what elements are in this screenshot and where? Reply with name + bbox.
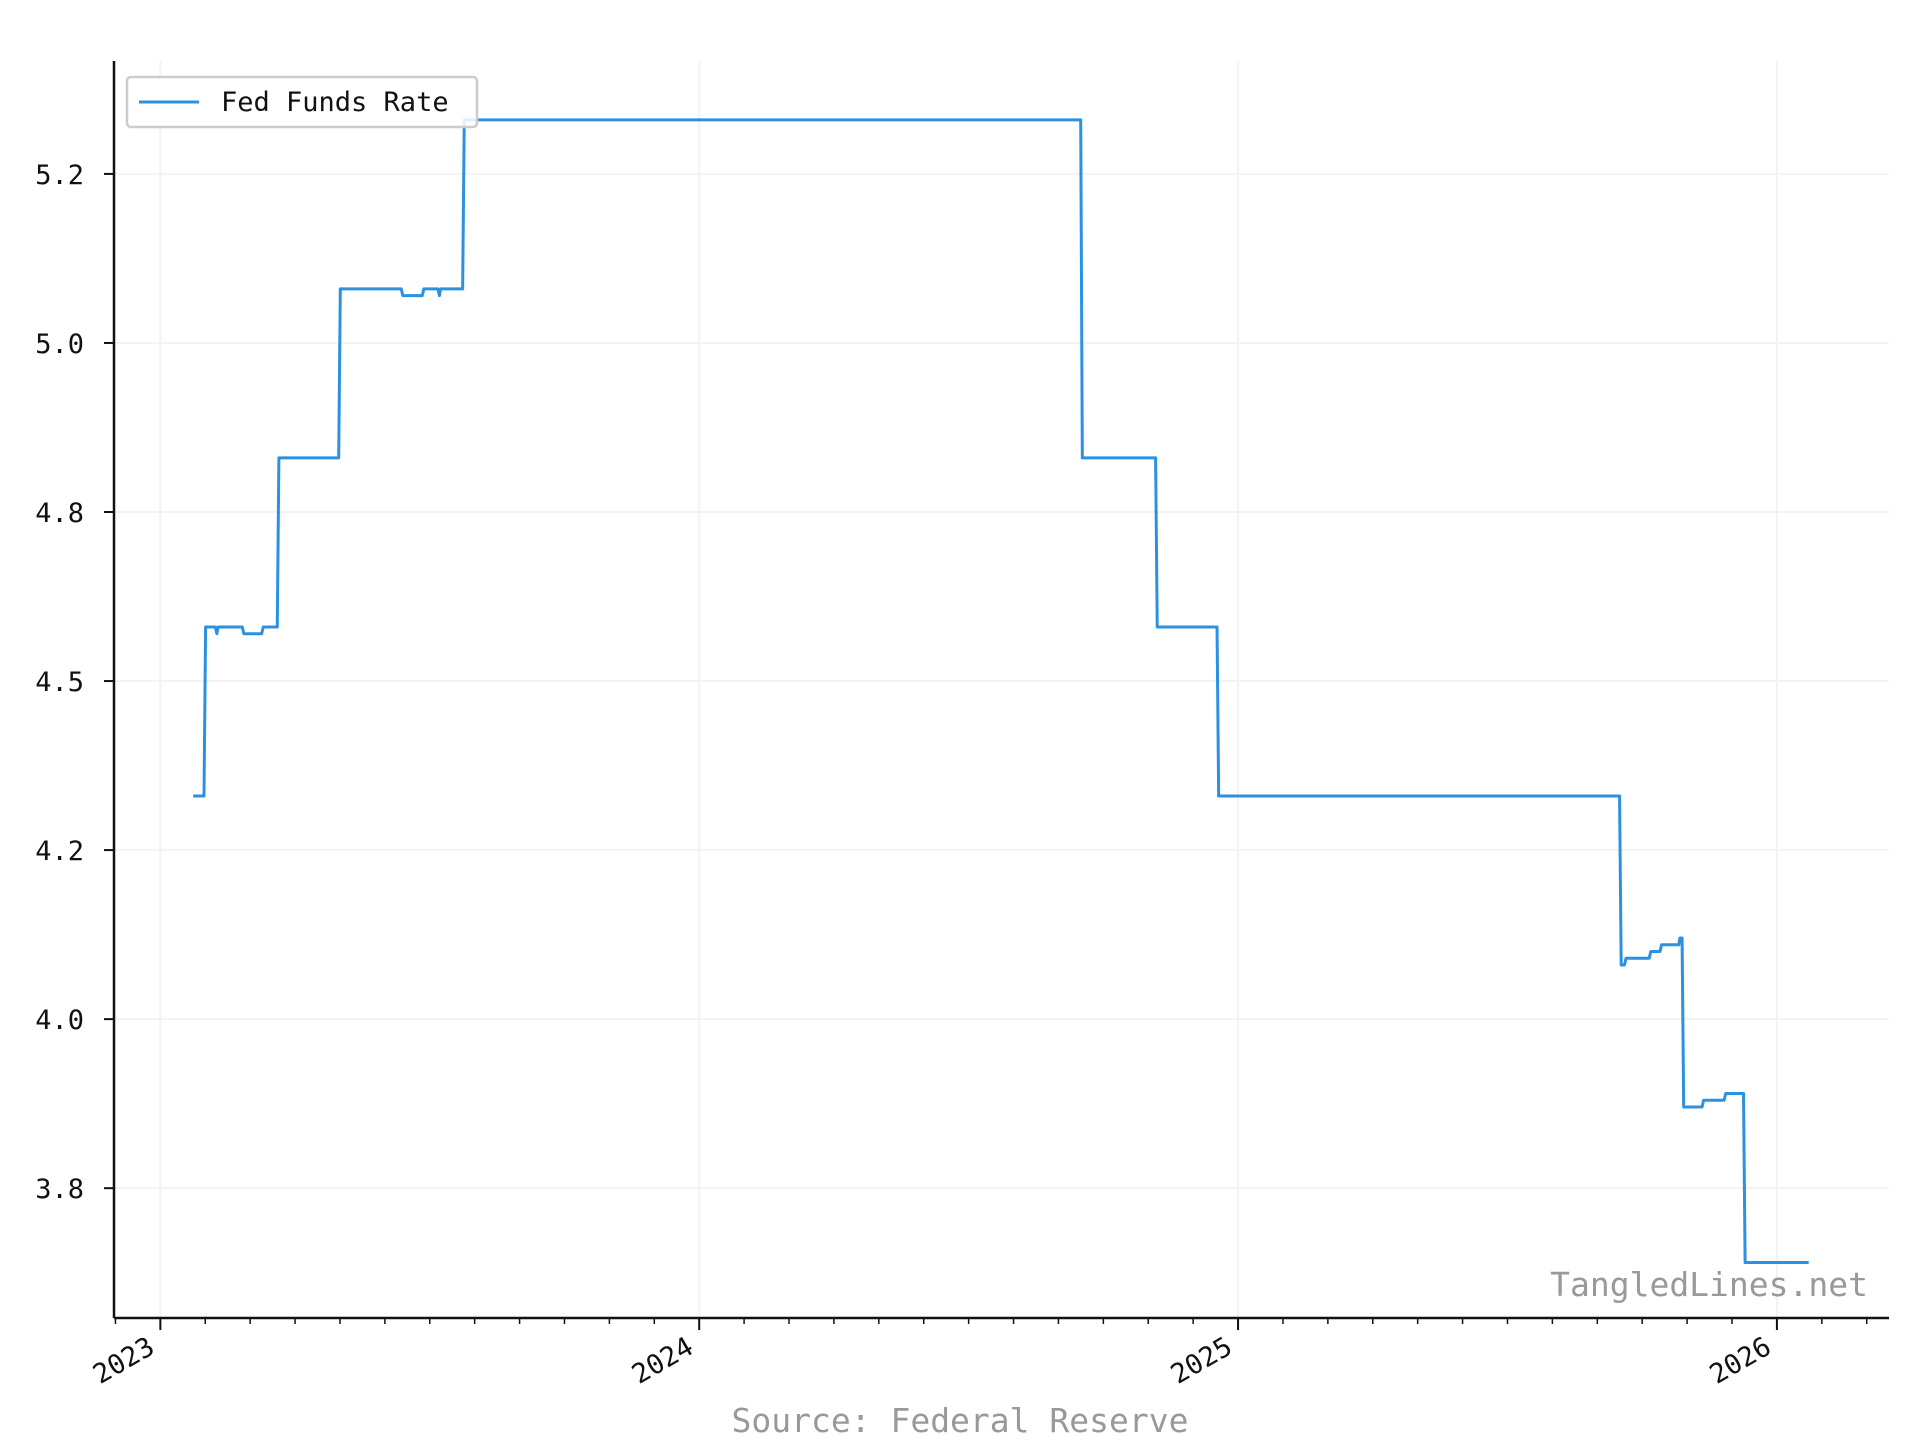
- y-tick-label: 4.2: [35, 836, 84, 867]
- x-tick-label: 2023: [88, 1331, 160, 1390]
- y-tick-label: 4.5: [35, 667, 84, 698]
- x-tick-label: 2025: [1166, 1331, 1238, 1390]
- y-tick-label: 4.0: [35, 1005, 84, 1036]
- y-tick-label: 5.0: [35, 329, 84, 360]
- y-tick-label: 5.2: [35, 160, 84, 191]
- legend-box: [125, 75, 479, 129]
- source: Source: Federal Reserve: [732, 1401, 1189, 1440]
- data-line: [193, 118, 1809, 1265]
- watermark: TangledLines.net: [1550, 1265, 1868, 1304]
- x-tick-label: 2026: [1705, 1331, 1777, 1390]
- y-tick-label: 3.8: [35, 1174, 84, 1205]
- legend-label: Fed Funds Rate: [221, 87, 449, 118]
- x-tick-label: 2024: [627, 1331, 699, 1390]
- legend: Fed Funds Rate: [125, 75, 479, 129]
- plot: 3.8 4.0 4.2 4.5 4.8 5.0 5.2 2023 2024 2025 2026 Fed…: [35, 61, 1889, 1391]
- y-tick-label: 4.8: [35, 498, 84, 529]
